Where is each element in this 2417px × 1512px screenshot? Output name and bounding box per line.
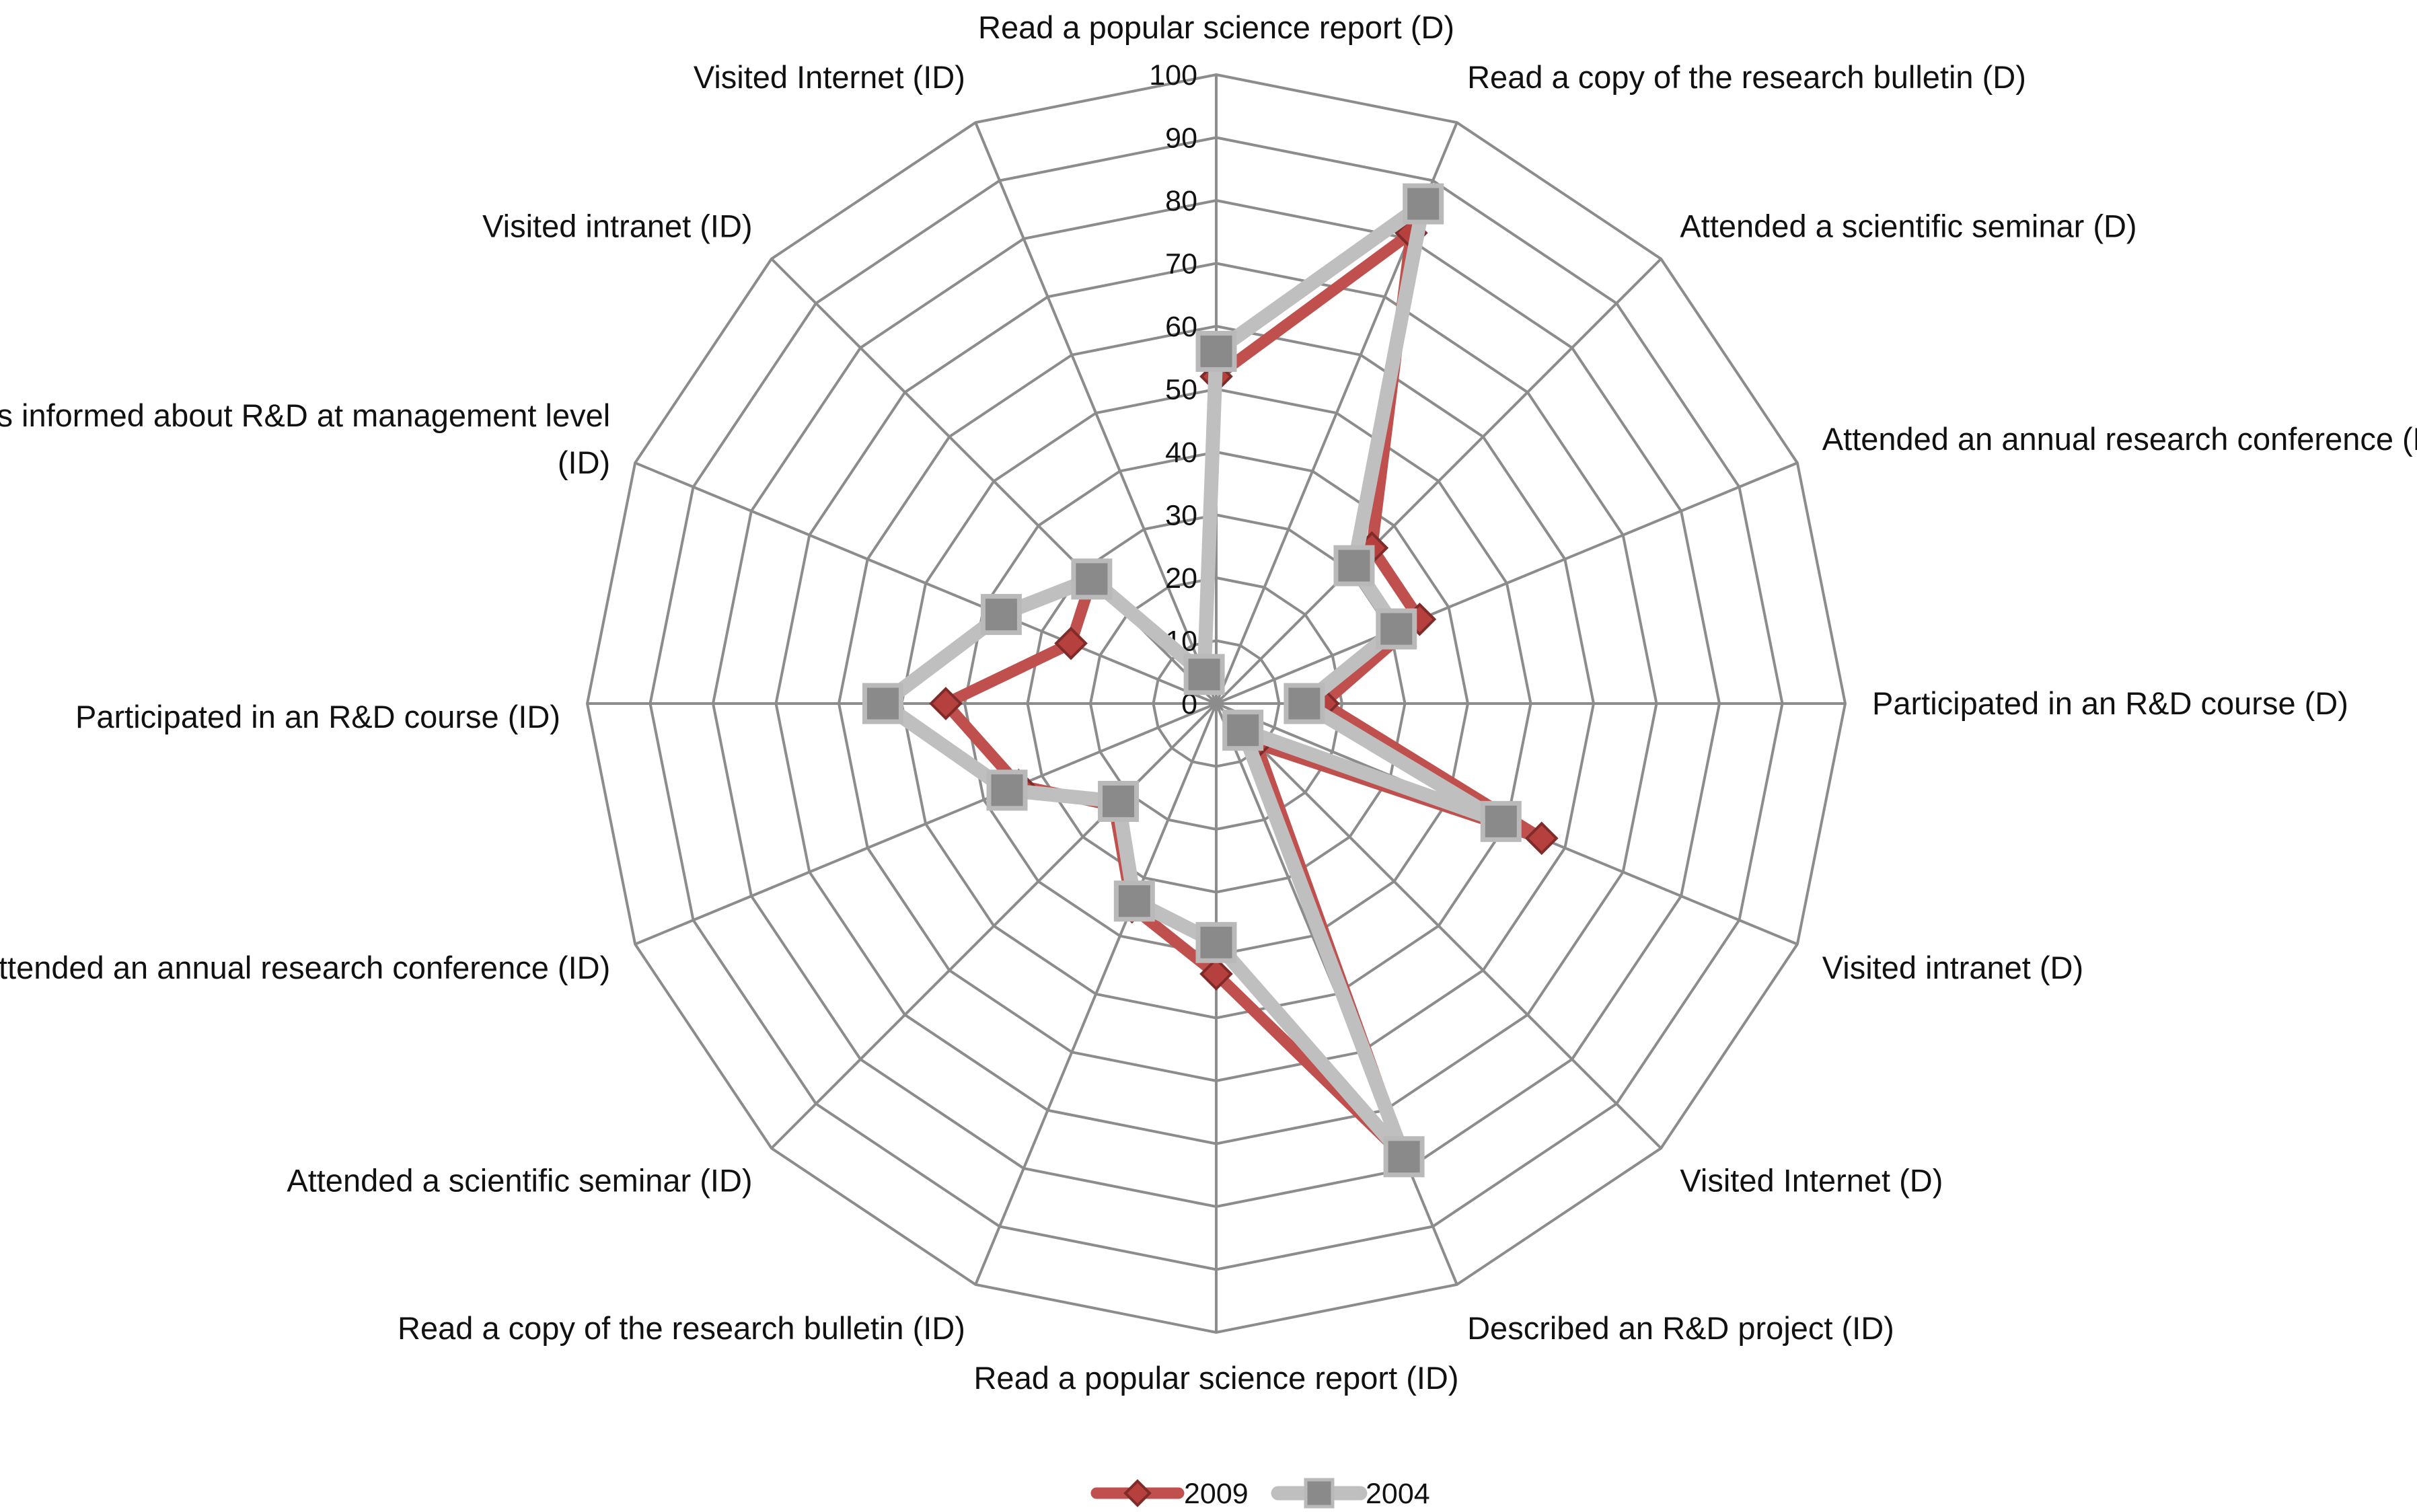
axis-label-10: Attended a scientific seminar (ID) (287, 1162, 752, 1198)
legend-item-2004: 2004 (1271, 1478, 1430, 1510)
axis-label-2: Attended a scientific seminar (D) (1680, 209, 2136, 244)
spoke-line (634, 702, 1217, 946)
point-2004-7 (1383, 1136, 1425, 1178)
point-2004-13 (980, 594, 1022, 636)
legend-label: 2009 (1184, 1478, 1249, 1510)
axis-label-7: Described an R&D project (ID) (1467, 1310, 1894, 1346)
point-2004-4 (1284, 683, 1325, 724)
point-2004-1 (1403, 183, 1444, 225)
series-layer (862, 183, 1559, 1178)
point-2004-14 (1071, 558, 1113, 600)
tick-label: 90 (1165, 122, 1197, 155)
tick-label: 40 (1165, 437, 1197, 469)
legend-item-2009: 2009 (1090, 1478, 1249, 1510)
axis-label-6: Visited Internet (D) (1680, 1162, 1943, 1198)
tick-label: 100 (1149, 59, 1197, 91)
spoke-line (1216, 461, 1798, 705)
legend-marker (1304, 1478, 1335, 1509)
tick-label: 20 (1165, 562, 1197, 595)
spoke-line (974, 122, 1218, 704)
tick-label: 70 (1165, 248, 1197, 280)
point-2009-5 (1524, 821, 1559, 856)
tick-label: 60 (1165, 311, 1197, 343)
point-2004-0 (1195, 330, 1237, 372)
point-2004-10 (1098, 780, 1140, 822)
axis-label-11: Attended an annual research conference (… (0, 950, 610, 985)
point-2004-8 (1195, 921, 1237, 963)
point-2004-6 (1222, 710, 1264, 751)
tick-label: 0 (1181, 688, 1197, 720)
legend: 2009 2004 (1090, 1478, 1430, 1510)
tick-label: 80 (1165, 185, 1197, 217)
point-2004-12 (862, 683, 903, 724)
legend-label: 2004 (1366, 1478, 1430, 1510)
axis-label-8: Read a popular science report (ID) (973, 1360, 1458, 1396)
spoke-line (1215, 702, 1662, 1149)
point-2004-2 (1333, 545, 1375, 587)
point-2009-13 (1054, 626, 1088, 660)
axis-label-14: Visited intranet (ID) (482, 209, 752, 244)
axis-label-15: Visited Internet (ID) (694, 59, 965, 95)
axis-label-1: Read a copy of the research bulletin (D) (1467, 59, 2026, 95)
spoke-line (634, 461, 1217, 705)
point-2009-12 (929, 687, 963, 720)
series-line-2009 (940, 227, 1548, 1163)
radar-spokes (587, 75, 1845, 1332)
point-2004-3 (1376, 608, 1417, 650)
axis-label-0: Read a popular science report (D) (978, 9, 1454, 45)
axis-label-3: Attended an annual research conference (… (1822, 421, 2417, 457)
axis-label-12: Participated in an R&D course (ID) (75, 699, 560, 734)
spoke-line (770, 702, 1218, 1149)
spoke-line (1215, 258, 1662, 705)
spoke-line (974, 703, 1218, 1285)
point-2009-8 (1199, 957, 1233, 991)
tick-label: 50 (1165, 374, 1197, 406)
point-2004-9 (1113, 880, 1155, 922)
point-2004-5 (1480, 800, 1522, 842)
axis-label-9: Read a copy of the research bulletin (ID… (398, 1310, 965, 1346)
legend-marker (1123, 1479, 1152, 1507)
axis-labels: Read a popular science report (D) Read a … (0, 9, 2417, 1396)
axis-label-13: Was informed about R&D at management lev… (0, 398, 610, 480)
point-2004-11 (986, 769, 1028, 811)
series-2009 (929, 216, 1559, 1174)
tick-label: 30 (1165, 500, 1197, 532)
axis-label-4: Participated in an R&D course (D) (1872, 685, 2348, 721)
axis-label-5: Visited intranet (D) (1822, 950, 2083, 985)
series-2004 (862, 183, 1522, 1178)
point-2004-15 (1183, 654, 1225, 695)
